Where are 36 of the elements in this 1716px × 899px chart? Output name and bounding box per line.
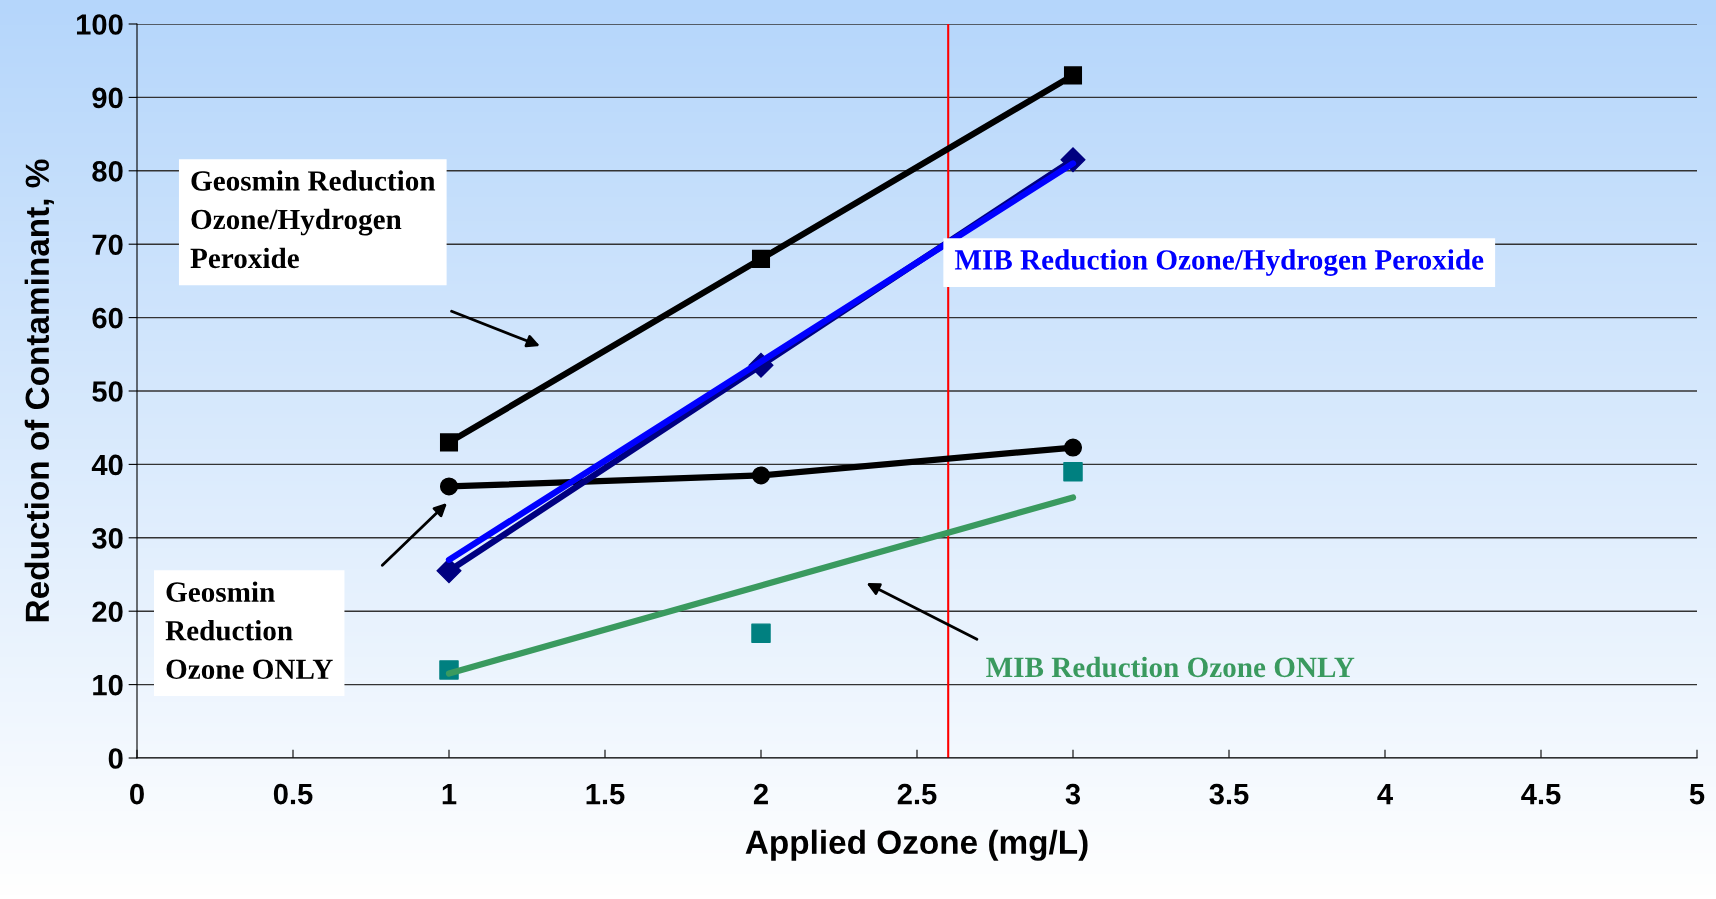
point: [751, 623, 771, 643]
x-tick-label: 4.5: [1521, 784, 1561, 805]
x-tick-label: 3.5: [1209, 783, 1249, 805]
x-tick-label: 1.5: [586, 784, 625, 805]
x-tick-label: 2: [753, 783, 768, 805]
x-tick-label: 0.5: [273, 783, 313, 805]
point: [751, 249, 771, 268]
series-label: MIB Reduction Ozone/Hydrogen Peroxide: [954, 249, 1484, 276]
y-tick-label: 40: [91, 454, 123, 476]
x-tick-label: 3: [1065, 783, 1081, 805]
y-tick-label: 70: [92, 234, 123, 256]
y-tick-label: 20: [92, 601, 123, 623]
point: [751, 466, 771, 485]
x-tick-label: 1: [442, 784, 457, 805]
y-tick-label: 10: [93, 674, 123, 696]
y-tick-label: 50: [92, 381, 123, 402]
annotation: Geosmin Reduction Ozone/Hydrogen Peroxide: [190, 170, 436, 269]
point: [1063, 66, 1083, 85]
point: [439, 433, 459, 452]
annotation: Geosmin Reduction Ozone ONLY: [165, 581, 333, 680]
x-axis-title: Applied Ozone (mg/L): [745, 829, 1088, 861]
y-tick-label: 100: [76, 14, 123, 35]
x-tick-label: 2.5: [897, 783, 937, 805]
y-tick-label: 80: [92, 161, 123, 182]
y-tick-label: 0: [108, 748, 123, 769]
text: MIB Reduction Ozone ONLY: [986, 656, 1355, 678]
x-tick-label: 5: [1689, 784, 1705, 805]
point: [1063, 461, 1083, 482]
x-tick-label: 4: [1377, 784, 1393, 805]
y-tick-label: 60: [92, 307, 123, 329]
x-tick-label: 0: [130, 783, 144, 805]
y-tick-label: 90: [92, 87, 123, 109]
y-tick-label: 30: [92, 528, 123, 549]
point: [439, 477, 459, 496]
y-axis-title: Reduction of Contaminant, %: [24, 159, 54, 622]
point: [1063, 438, 1083, 457]
